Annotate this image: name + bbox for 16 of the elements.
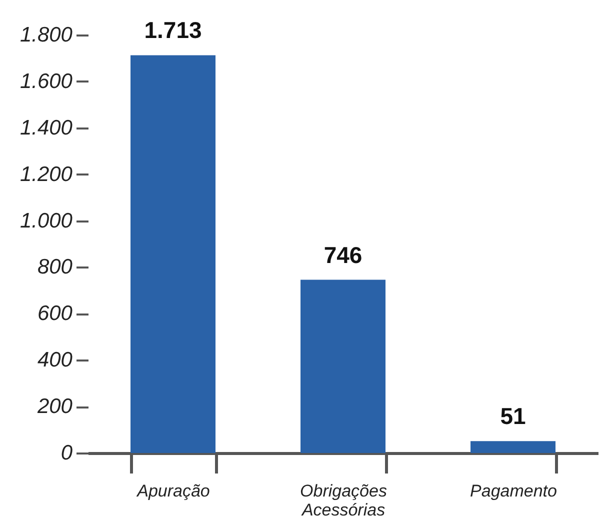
data-label: 746 (324, 242, 362, 268)
x-tick-label: Apuração (136, 482, 210, 500)
y-tick-label: 200 (36, 395, 73, 418)
data-label: 1.713 (144, 17, 202, 44)
y-tick-label: 1.000 (20, 209, 73, 232)
x-tick-label: Obrigações Acessórias (300, 482, 388, 518)
y-tick-label: 400 (37, 348, 73, 372)
y-tick-label: 1.800 (20, 24, 73, 46)
y-tick-label: 1.400 (20, 116, 73, 140)
y-tick-label: 0 (60, 442, 73, 464)
y-tick-label: 1.200 (20, 162, 73, 186)
y-tick-label: 800 (37, 256, 73, 279)
y-tick-label: 600 (37, 302, 73, 326)
y-tick-label: 1.600 (20, 70, 73, 93)
x-tick-label: Pagamento (470, 482, 557, 500)
data-label: 51 (500, 403, 526, 430)
